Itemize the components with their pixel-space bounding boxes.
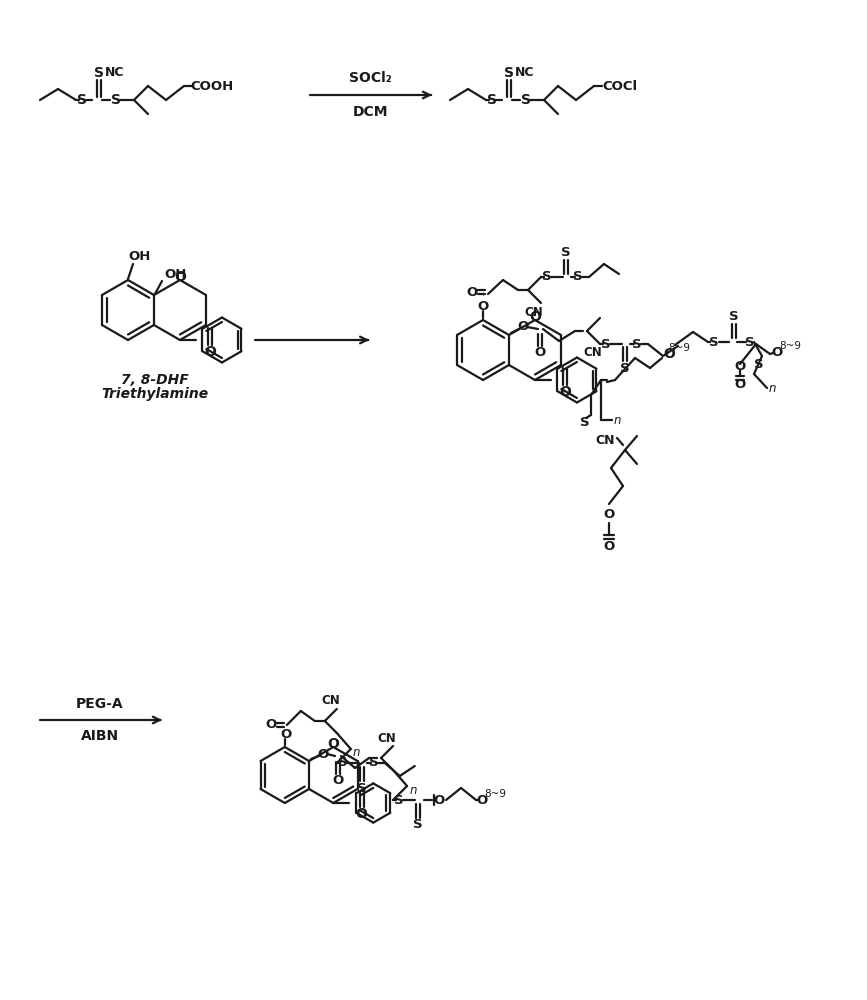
Text: O: O [328, 737, 339, 751]
Text: NC: NC [515, 66, 535, 80]
Text: 8~9: 8~9 [668, 343, 690, 353]
Text: S: S [620, 361, 629, 374]
Text: S: S [521, 93, 531, 107]
Text: O: O [466, 286, 478, 298]
Text: O: O [663, 347, 675, 361]
Text: OH: OH [129, 250, 151, 263]
Text: S: S [573, 270, 583, 284]
Text: CN: CN [525, 306, 544, 318]
Text: 7, 8-DHF: 7, 8-DHF [121, 373, 189, 387]
Text: O: O [355, 807, 368, 821]
Text: S: S [746, 336, 755, 349]
Text: S: S [728, 310, 739, 324]
Text: O: O [332, 774, 343, 786]
Text: OH: OH [165, 268, 187, 282]
Text: O: O [317, 748, 329, 760]
Text: O: O [772, 346, 783, 359]
Text: S: S [394, 794, 404, 806]
Text: S: S [709, 336, 719, 349]
Text: 8~9: 8~9 [484, 789, 506, 799]
Text: O: O [204, 345, 216, 359]
Text: S: S [561, 246, 570, 259]
Text: O: O [477, 794, 487, 806]
Text: O: O [603, 540, 615, 554]
Text: S: S [111, 93, 121, 107]
Text: O: O [434, 794, 445, 806]
Text: NC: NC [105, 66, 125, 80]
Text: Triethylamine: Triethylamine [101, 387, 209, 401]
Text: O: O [174, 270, 186, 284]
Text: COOH: COOH [191, 80, 233, 93]
Text: S: S [632, 338, 642, 351]
Text: S: S [754, 358, 764, 370]
Text: O: O [534, 346, 545, 359]
Text: S: S [77, 93, 87, 107]
Text: S: S [414, 818, 423, 832]
Text: O: O [265, 718, 277, 732]
Text: O: O [280, 728, 291, 742]
Text: n: n [409, 784, 417, 796]
Text: S: S [338, 756, 348, 770]
Text: PEG-A: PEG-A [76, 697, 124, 711]
Text: O: O [559, 385, 570, 399]
Text: n: n [768, 381, 776, 394]
Text: AIBN: AIBN [81, 729, 119, 743]
Text: S: S [542, 270, 551, 284]
Text: S: S [487, 93, 497, 107]
Text: S: S [601, 338, 610, 351]
Text: S: S [94, 66, 104, 80]
Text: O: O [734, 360, 746, 372]
Text: CN: CN [322, 694, 340, 708]
Text: n: n [613, 414, 621, 426]
Text: S: S [504, 66, 514, 80]
Text: COCl: COCl [603, 80, 637, 93]
Text: S: S [369, 756, 379, 770]
Text: CN: CN [583, 347, 603, 360]
Text: O: O [518, 320, 529, 334]
Text: CN: CN [596, 434, 615, 446]
Text: DCM: DCM [352, 105, 388, 119]
Text: SOCl₂: SOCl₂ [349, 71, 391, 85]
Text: CN: CN [378, 732, 396, 744]
Text: O: O [734, 378, 746, 391]
Text: S: S [580, 416, 590, 428]
Text: O: O [529, 310, 541, 324]
Text: 8~9: 8~9 [779, 341, 801, 351]
Text: S: S [357, 782, 367, 794]
Text: O: O [478, 300, 489, 314]
Text: O: O [603, 508, 615, 522]
Text: n: n [353, 746, 361, 760]
